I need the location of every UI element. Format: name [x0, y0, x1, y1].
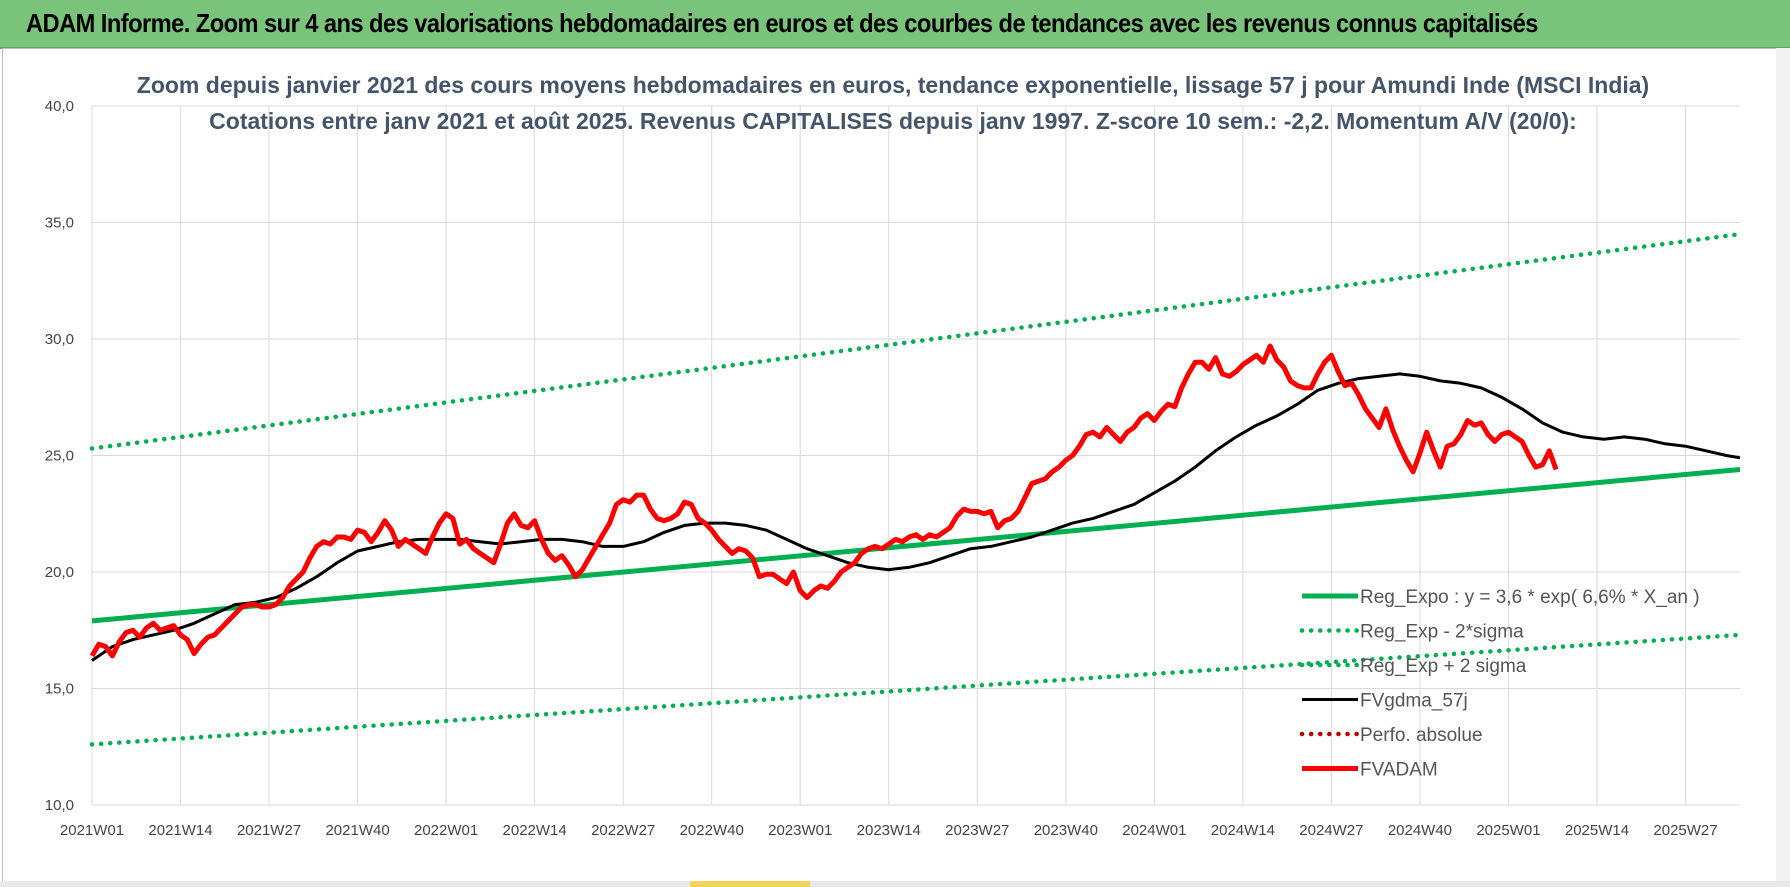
- x-tick-label: 2023W14: [857, 822, 921, 839]
- x-tick-label: 2024W01: [1122, 822, 1186, 839]
- legend-label: FVgdma_57j: [1360, 691, 1468, 712]
- bottom-strip: [0, 881, 1790, 887]
- y-tick-label: 15,0: [45, 681, 74, 698]
- chart-legend: Reg_Expo : y = 3,6 * exp( 6,6% * X_an ) R…: [1299, 587, 1700, 781]
- x-tick-label: 2021W27: [237, 822, 301, 839]
- y-tick-label: 20,0: [45, 564, 74, 581]
- banner-title: ADAM Informe. Zoom sur 4 ans des valoris…: [26, 8, 1538, 38]
- y-tick-label: 40,0: [45, 98, 74, 115]
- x-tick-label: 2022W40: [680, 822, 744, 839]
- series-line-1: [89, 632, 1743, 747]
- chart-subtitle: Cotations entre janv 2021 et août 2025. …: [209, 108, 1577, 134]
- y-axis-ticks: 10,0 15,0 20,0 25,0 30,0 35,0 40,0: [45, 98, 74, 814]
- y-tick-label: 10,0: [45, 797, 74, 814]
- x-tick-label: 2022W27: [591, 822, 655, 839]
- right-edge-strip: [1776, 48, 1790, 887]
- x-tick-label: 2021W40: [325, 822, 389, 839]
- legend-label: Perfo. absolue: [1360, 725, 1483, 746]
- x-tick-label: 2023W01: [768, 822, 832, 839]
- x-tick-label: 2025W01: [1476, 822, 1540, 839]
- chart-series: [89, 231, 1743, 747]
- x-tick-label: 2024W40: [1388, 822, 1452, 839]
- series-line-0: [91, 467, 1741, 624]
- bottom-marker: [690, 881, 810, 887]
- x-axis-ticks: 2021W01 2021W14 2021W27 2021W40 2022W01 2022W…: [60, 822, 1718, 839]
- y-tick-label: 35,0: [45, 215, 74, 232]
- y-tick-label: 25,0: [45, 448, 74, 465]
- series-line-5: [89, 343, 1559, 659]
- x-tick-label: 2022W14: [503, 822, 567, 839]
- chart-grid: [91, 105, 1740, 806]
- x-tick-label: 2025W14: [1565, 822, 1629, 839]
- chart-title: Zoom depuis janvier 2021 des cours moyen…: [137, 72, 1649, 98]
- x-tick-label: 2023W40: [1034, 822, 1098, 839]
- y-tick-label: 30,0: [45, 331, 74, 348]
- x-tick-label: 2023W27: [945, 822, 1009, 839]
- legend-label: Reg_Exp - 2*sigma: [1360, 622, 1524, 643]
- legend-label: Reg_Exp + 2 sigma: [1360, 656, 1527, 677]
- x-tick-label: 2021W14: [148, 822, 212, 839]
- x-tick-label: 2022W01: [414, 822, 478, 839]
- chart-frame: [2, 48, 1786, 882]
- series-line-2: [89, 231, 1743, 451]
- x-tick-label: 2024W27: [1299, 822, 1363, 839]
- x-tick-label: 2024W14: [1211, 822, 1275, 839]
- title-banner: ADAM Informe. Zoom sur 4 ans des valoris…: [0, 0, 1790, 49]
- x-tick-label: 2025W27: [1653, 822, 1717, 839]
- series-line-3: [91, 372, 1741, 662]
- legend-label: FVADAM: [1360, 760, 1438, 781]
- legend-label: Reg_Expo : y = 3,6 * exp( 6,6% * X_an ): [1360, 587, 1700, 608]
- x-tick-label: 2021W01: [60, 822, 124, 839]
